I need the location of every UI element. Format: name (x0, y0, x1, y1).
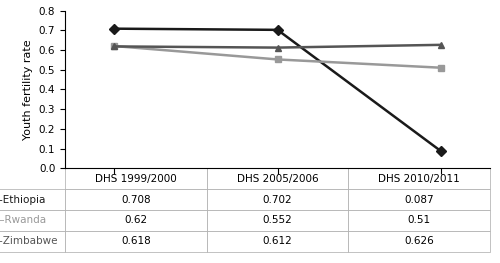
Y-axis label: Youth fertility rate: Youth fertility rate (23, 39, 33, 140)
